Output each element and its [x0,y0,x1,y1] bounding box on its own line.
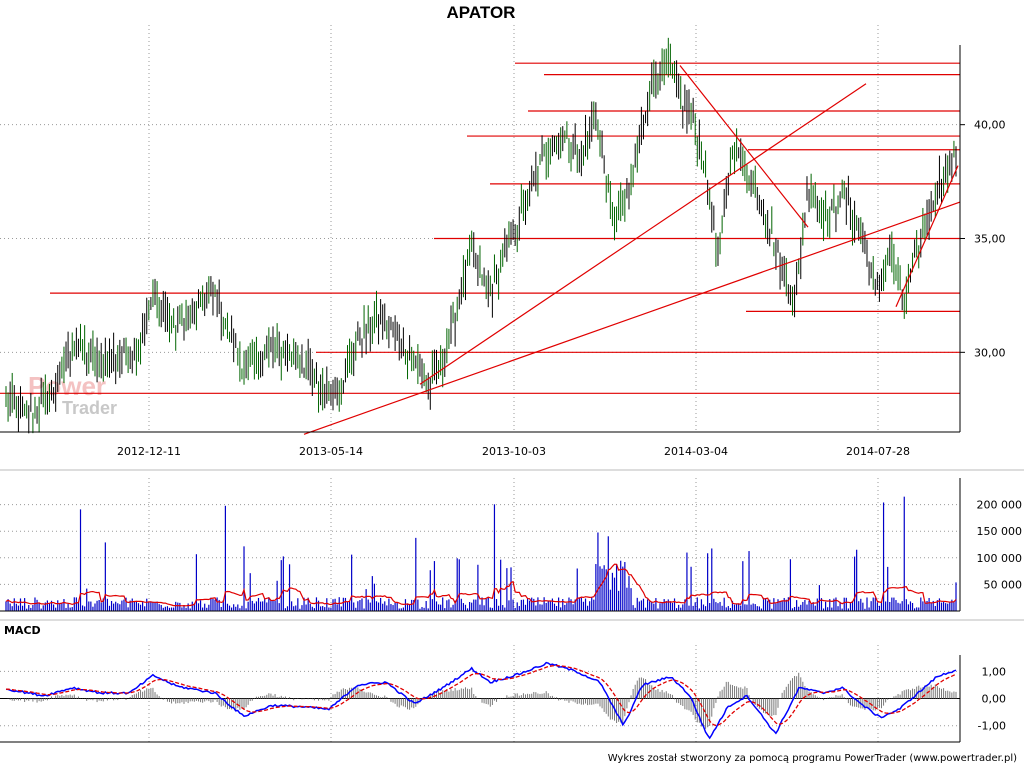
watermark-line1: Power [28,371,106,401]
watermark-line2: Trader [62,398,117,418]
price-panel: 30,00 35,00 40,00 2012-12-11 2013-05-14 2013… [0,25,1006,458]
price-x-tick: 2013-05-14 [299,445,363,458]
price-y-tick: 35,00 [974,233,1006,246]
trend-line [895,165,959,308]
price-y-tick: 30,00 [974,346,1006,359]
price-grid [0,25,960,432]
volume-bars [5,496,957,611]
price-x-tick: 2014-07-28 [846,445,910,458]
macd-label: MACD [4,624,41,637]
volume-panel: 50 000 100 000 150 000 200 000 [0,478,1023,612]
price-y-ticks: 30,00 35,00 40,00 [960,119,1006,359]
price-bars [5,37,957,434]
volume-y-tick: 50 000 [984,578,1023,591]
macd-grid [0,645,960,742]
volume-average-line [5,563,957,607]
price-y-tick: 40,00 [974,119,1006,132]
trend-line [419,83,867,385]
chart-title: APATOR [447,3,516,22]
trend-line [303,201,961,435]
price-x-tick: 2012-12-11 [117,445,181,458]
trend-line [679,65,809,228]
volume-y-ticks: 50 000 100 000 150 000 200 000 [977,499,1023,592]
support-levels [0,62,960,394]
volume-y-tick: 100 000 [977,552,1023,565]
price-x-ticks: 2012-12-11 2013-05-14 2013-10-03 2014-03-04… [117,445,910,458]
macd-y-ticks: 1,00 0,00 -1,00 [978,665,1006,732]
trend-lines [303,65,961,435]
macd-panel: MACD 1,00 0,00 -1,00 [0,624,1006,743]
price-x-tick: 2013-10-03 [482,445,546,458]
macd-y-tick: 1,00 [982,665,1007,678]
price-x-tick: 2014-03-04 [664,445,728,458]
volume-y-tick: 150 000 [977,525,1023,538]
macd-y-tick: 0,00 [982,693,1007,706]
footer-credit: Wykres został stworzony za pomocą progra… [608,753,1017,764]
volume-y-tick: 200 000 [977,499,1023,512]
signal-line [6,664,957,727]
macd-histogram [7,672,957,729]
macd-y-tick: -1,00 [978,720,1006,733]
volume-grid [0,478,960,611]
